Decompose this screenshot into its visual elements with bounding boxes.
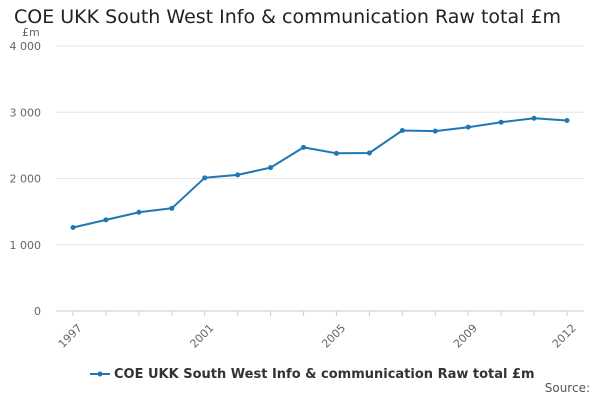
y-tick-label: 1 000 (10, 239, 42, 252)
y-tick-label: 4 000 (10, 40, 42, 53)
y-tick-label: 3 000 (10, 106, 42, 119)
data-point[interactable] (136, 209, 142, 215)
source-label: Source: (544, 381, 590, 395)
y-tick-label: 2 000 (10, 173, 42, 186)
x-tick-label: 2009 (451, 322, 480, 351)
data-point[interactable] (103, 217, 109, 223)
chart-title: COE UKK South West Info & communication … (14, 6, 562, 28)
data-point[interactable] (531, 115, 537, 121)
legend-label: COE UKK South West Info & communication … (114, 366, 535, 382)
data-point[interactable] (70, 225, 76, 231)
y-axis-unit: £m (22, 26, 40, 39)
x-tick-label: 2001 (188, 322, 217, 351)
x-tick-label: 1997 (56, 322, 85, 351)
data-point[interactable] (432, 128, 438, 134)
series-layer (70, 115, 570, 231)
data-point[interactable] (366, 150, 372, 156)
gridlines (56, 45, 584, 246)
data-point[interactable] (268, 165, 274, 171)
axes: 0 1 000 2 000 3 000 4 000 1997 2001 2005 2009 201… (10, 40, 584, 351)
legend-swatch-icon (90, 371, 110, 377)
y-tick-label: 0 (34, 305, 41, 318)
data-point[interactable] (301, 144, 307, 150)
data-point[interactable] (235, 172, 241, 178)
data-point[interactable] (202, 175, 208, 181)
data-point[interactable] (169, 205, 175, 211)
x-tick-label: 2005 (319, 322, 348, 351)
data-point[interactable] (465, 124, 471, 130)
series-line (72, 117, 568, 229)
data-point[interactable] (333, 150, 339, 156)
data-point[interactable] (498, 119, 504, 125)
legend[interactable]: COE UKK South West Info & communication … (90, 364, 535, 384)
x-tick-label: 2012 (550, 322, 579, 351)
data-point[interactable] (399, 127, 405, 133)
data-point[interactable] (564, 118, 570, 124)
